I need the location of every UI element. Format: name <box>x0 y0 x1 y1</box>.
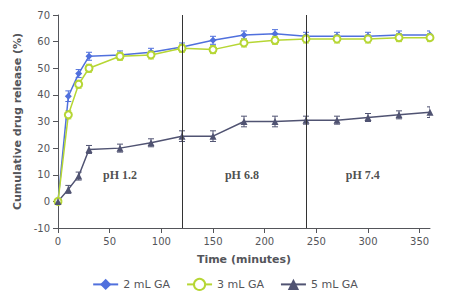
svg-text:100: 100 <box>152 236 171 247</box>
svg-text:40: 40 <box>37 89 50 100</box>
svg-text:pH 7.4: pH 7.4 <box>346 168 380 182</box>
svg-text:5 mL GA: 5 mL GA <box>311 278 358 291</box>
svg-text:20: 20 <box>37 143 50 154</box>
svg-text:350: 350 <box>410 236 429 247</box>
svg-text:pH 6.8: pH 6.8 <box>225 168 259 182</box>
svg-text:Cumulative drug release (%): Cumulative drug release (%) <box>11 33 24 210</box>
svg-text:Time (minutes): Time (minutes) <box>197 253 291 266</box>
svg-text:70: 70 <box>37 10 50 21</box>
svg-text:150: 150 <box>203 236 222 247</box>
svg-text:3 mL GA: 3 mL GA <box>217 278 264 291</box>
svg-text:60: 60 <box>37 36 50 47</box>
svg-text:200: 200 <box>255 236 274 247</box>
svg-text:-10: -10 <box>34 223 50 234</box>
svg-text:50: 50 <box>103 236 116 247</box>
svg-text:2 mL GA: 2 mL GA <box>123 278 170 291</box>
svg-text:30: 30 <box>37 116 50 127</box>
svg-text:0: 0 <box>55 236 61 247</box>
svg-text:300: 300 <box>358 236 377 247</box>
svg-text:250: 250 <box>307 236 326 247</box>
svg-text:50: 50 <box>37 63 50 74</box>
svg-text:pH 1.2: pH 1.2 <box>103 168 137 182</box>
svg-text:0: 0 <box>44 196 50 207</box>
svg-text:10: 10 <box>37 169 50 180</box>
